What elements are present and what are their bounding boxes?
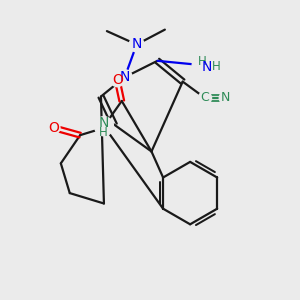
Circle shape bbox=[129, 37, 144, 52]
Circle shape bbox=[198, 92, 212, 104]
Circle shape bbox=[219, 92, 232, 104]
Text: O: O bbox=[48, 121, 59, 135]
Circle shape bbox=[47, 121, 60, 134]
Text: N: N bbox=[202, 60, 212, 74]
Text: N: N bbox=[131, 38, 142, 52]
Circle shape bbox=[111, 74, 124, 87]
Text: H: H bbox=[198, 55, 206, 68]
Text: H: H bbox=[99, 126, 108, 139]
Circle shape bbox=[192, 54, 215, 76]
Text: O: O bbox=[112, 73, 123, 87]
Text: C: C bbox=[201, 92, 209, 104]
Circle shape bbox=[94, 117, 113, 136]
Text: N: N bbox=[119, 70, 130, 84]
Text: N: N bbox=[99, 116, 109, 130]
Circle shape bbox=[117, 70, 132, 85]
Text: H: H bbox=[212, 60, 220, 73]
Text: N: N bbox=[221, 92, 230, 104]
